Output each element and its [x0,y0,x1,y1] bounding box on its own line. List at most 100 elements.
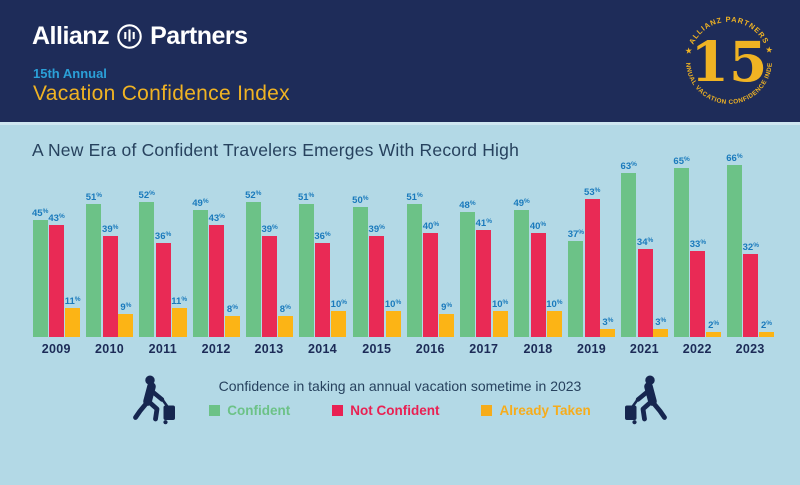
bar-not-confident-2021 [637,248,653,337]
value-label-already-taken-2017: 10% [491,299,509,310]
chart-section: A New Era of Confident Travelers Emerges… [0,122,800,485]
bar-already-taken-2018 [546,311,562,337]
bar-already-taken-2022 [706,331,722,337]
value-label-not-confident-2013: 39% [261,223,278,235]
legend-swatch-not-confident [332,405,344,416]
bar-confident-2022 [674,168,690,337]
value-label-confident-2016: 51% [406,192,423,204]
value-label-already-taken-2013: 8% [279,304,291,316]
bar-already-taken-2013 [277,316,293,337]
bar-already-taken-2011 [171,308,187,337]
legend-label: Already Taken [499,403,591,418]
value-label-not-confident-2009: 43% [48,213,65,225]
bar-confident-2015 [352,207,368,337]
value-label-not-confident-2023: 32% [742,241,759,253]
bar-not-confident-2016 [423,233,439,337]
allianz-wordmark: Allianz [32,22,110,50]
value-label-confident-2021: 63% [620,161,637,173]
bar-already-taken-2010 [118,313,134,337]
plot: 45% 43% 11% 2009 51% 39% 9% 2010 52% 36% 11% 2011 49… [32,153,774,356]
bar-already-taken-2017 [492,311,508,337]
bar-not-confident-2019 [584,199,600,337]
bar-not-confident-2011 [155,243,171,337]
bar-confident-2010 [86,204,102,337]
bar-not-confident-2010 [102,235,118,337]
value-label-confident-2023: 66% [726,153,743,165]
value-label-not-confident-2015: 39% [368,223,385,235]
bar-confident-2016 [407,204,423,337]
value-label-not-confident-2021: 34% [636,236,654,248]
year-label-2021: 2021 [629,342,659,356]
value-label-not-confident-2012: 43% [208,213,225,225]
value-label-already-taken-2012: 8% [226,304,238,316]
year-group-2013: 52% 39% 8% 2013 [245,190,293,356]
value-label-already-taken-2010: 9% [120,301,132,313]
year-group-2009: 45% 43% 11% 2009 [32,208,81,356]
bar-already-taken-2021 [653,329,669,337]
bar-not-confident-2013 [262,235,278,337]
year-label-2023: 2023 [735,342,765,356]
bar-not-confident-2017 [476,230,492,337]
report-title: Vacation Confidence Index [33,82,290,105]
value-label-confident-2018: 49% [513,197,530,209]
bar-confident-2021 [621,173,637,337]
edition-subtitle: 15th Annual [33,66,107,81]
year-label-2022: 2022 [682,342,712,356]
bar-not-confident-2018 [530,233,546,337]
bar-already-taken-2016 [439,313,455,337]
value-label-already-taken-2016: 9% [441,301,453,313]
bar-already-taken-2009 [65,308,81,337]
bar-confident-2009 [32,220,48,337]
value-label-already-taken-2015: 10% [384,299,402,310]
traveler-left-icon [131,374,181,428]
year-group-2023: 66% 32% 2% 2023 [726,153,774,356]
year-label-2011: 2011 [148,342,177,356]
value-label-confident-2015: 50% [352,195,369,206]
value-label-not-confident-2022: 33% [689,239,707,251]
legend: Confident Not Confident Already Taken [209,403,591,418]
legend-swatch-confident [209,405,221,416]
anniversary-badge: ★ ALLIANZ PARTNERS ★ ANNUAL VACATION CON… [673,3,782,114]
brand-logo: Allianz Partners [32,22,248,51]
legend-item-not-confident: Not Confident [332,403,439,418]
legend-label: Not Confident [350,403,440,418]
year-label-2014: 2014 [307,342,337,356]
year-label-2019: 2019 [577,342,607,356]
year-label-2010: 2010 [95,342,125,356]
year-group-2014: 51% 36% 10% 2014 [298,192,347,356]
bar-confident-2023 [726,165,742,337]
value-label-confident-2014: 51% [297,192,315,204]
value-label-not-confident-2011: 36% [154,231,172,243]
year-group-2011: 52% 36% 11% 2011 [139,190,188,356]
traveler-right-icon [619,374,669,428]
year-label-2017: 2017 [469,342,499,356]
year-group-2022: 65% 33% 2% 2022 [673,156,722,356]
year-label-2012: 2012 [201,342,231,356]
bar-confident-2019 [568,240,584,337]
year-group-2015: 50% 39% 10% 2015 [352,195,401,356]
year-label-2013: 2013 [254,342,284,356]
year-group-2019: 37% 53% 3% 2019 [568,187,616,356]
partners-wordmark: Partners [150,22,248,50]
bar-confident-2013 [245,201,261,337]
bar-confident-2017 [459,212,475,337]
bar-already-taken-2015 [385,311,401,337]
value-label-already-taken-2011: 11% [171,296,188,308]
legend-item-already-taken: Already Taken [481,403,591,418]
year-group-2018: 49% 40% 10% 2018 [513,198,562,356]
footer-caption-block: Confidence in taking an annual vacation … [209,374,591,418]
value-label-confident-2010: 51% [85,192,103,204]
bar-not-confident-2022 [690,251,706,337]
bar-not-confident-2012 [209,225,225,337]
year-group-2010: 51% 39% 9% 2010 [86,192,134,356]
value-label-confident-2022: 65% [673,156,690,167]
value-label-not-confident-2018: 40% [529,221,547,232]
year-group-2017: 48% 41% 10% 2017 [459,200,508,356]
footer-caption: Confidence in taking an annual vacation … [218,378,582,394]
bar-confident-2012 [192,209,208,337]
bar-confident-2014 [298,204,314,337]
bar-not-confident-2009 [49,225,65,337]
badge-number: 15 [691,29,768,94]
value-label-already-taken-2022: 2% [708,319,720,331]
value-label-already-taken-2014: 10% [330,299,348,310]
